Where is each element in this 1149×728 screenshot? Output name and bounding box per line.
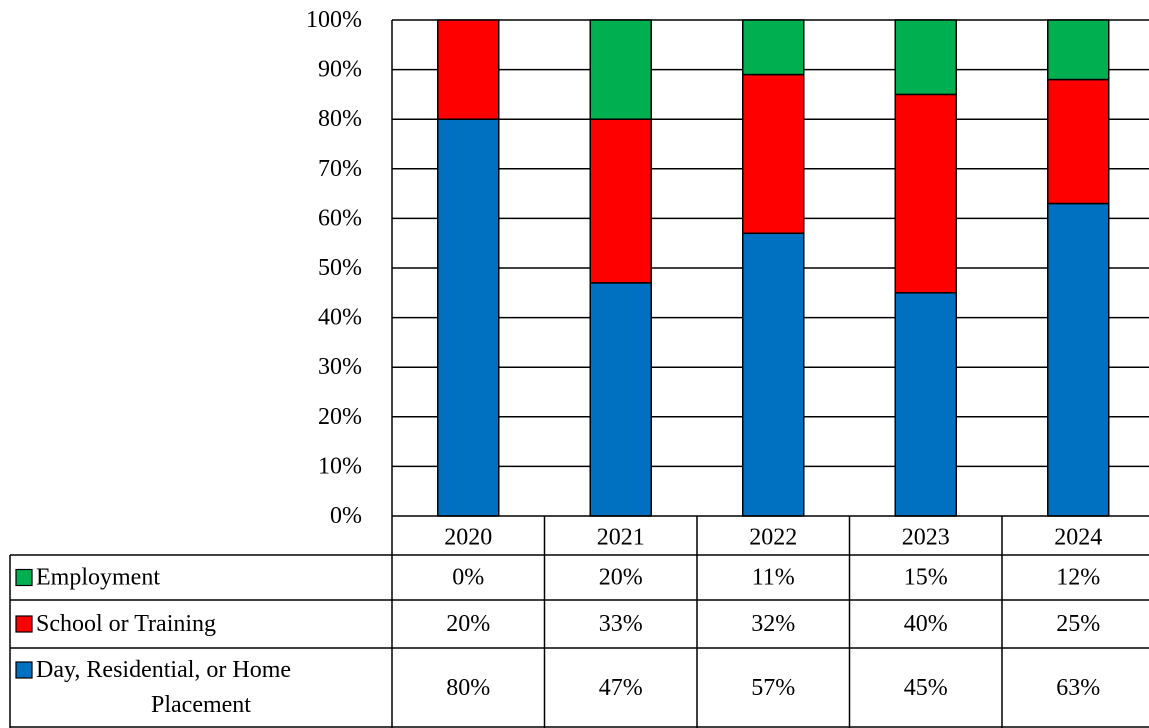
category-label: 2021	[597, 525, 645, 551]
legend-key	[15, 615, 33, 633]
bar-segment	[894, 19, 957, 96]
y-tick-label: 50%	[318, 255, 362, 281]
data-label: 57%	[751, 675, 795, 701]
data-label: 20%	[446, 611, 490, 637]
y-tick-label: 60%	[318, 205, 362, 231]
data-label: 40%	[904, 611, 948, 637]
bar-segment	[1047, 78, 1110, 205]
bar-segment	[742, 232, 805, 517]
category-label: 2024	[1054, 525, 1102, 551]
bar-segment	[742, 73, 805, 235]
data-label: 80%	[446, 675, 490, 701]
data-label: 20%	[599, 565, 643, 591]
data-label: 32%	[751, 611, 795, 637]
table-row: Employment 0% 20% 11% 15% 12%	[15, 565, 1100, 591]
data-table-category-labels: 2020 2021 2022 2023 2024	[444, 525, 1102, 551]
bar-segment	[742, 19, 805, 76]
data-label: 33%	[599, 611, 643, 637]
bar-segment	[589, 118, 652, 284]
bar-segment	[1047, 202, 1110, 517]
bar-segment	[589, 19, 652, 120]
y-tick-label: 10%	[318, 453, 362, 479]
y-tick-label: 40%	[318, 305, 362, 331]
category-label: 2022	[749, 525, 797, 551]
y-tick-label: 70%	[318, 156, 362, 182]
row-label: Day, Residential, or Home	[36, 657, 291, 683]
bar-segment	[589, 282, 652, 517]
bar-segment	[437, 19, 500, 120]
y-axis-tick-labels: 0% 10% 20% 30% 40% 50% 60% 70% 80% 90% 100%	[306, 7, 362, 529]
data-label: 45%	[904, 675, 948, 701]
y-tick-label: 90%	[318, 57, 362, 83]
y-tick-label: 80%	[318, 106, 362, 132]
data-label: 25%	[1056, 611, 1100, 637]
data-label: 15%	[904, 565, 948, 591]
y-tick-label: 0%	[330, 503, 362, 529]
y-tick-label: 100%	[306, 7, 362, 33]
bar-segment	[1047, 19, 1110, 81]
data-label: 0%	[452, 565, 484, 591]
bar-segment	[894, 292, 957, 517]
data-label: 63%	[1056, 675, 1100, 701]
data-table-borders	[9, 515, 1149, 728]
bar-segment	[894, 93, 957, 294]
legend-key	[15, 661, 33, 679]
legend-key	[15, 568, 33, 587]
y-tick-label: 20%	[318, 404, 362, 430]
data-label: 47%	[599, 675, 643, 701]
category-label: 2020	[444, 525, 492, 551]
y-tick-label: 30%	[318, 354, 362, 380]
category-label: 2023	[902, 525, 950, 551]
table-row: Day, Residential, or Home Placement 80% 47%…	[15, 657, 1100, 718]
bars	[437, 19, 1110, 517]
data-table-rows: Employment 0% 20% 11% 15% 12% School or Traini…	[15, 565, 1100, 718]
row-label: Placement	[151, 692, 251, 718]
data-label: 12%	[1056, 565, 1100, 591]
table-row: School or Training 20% 33% 32% 40% 25%	[15, 611, 1100, 637]
row-label: Employment	[36, 565, 160, 591]
row-label: School or Training	[36, 611, 216, 637]
bar-segment	[437, 118, 500, 517]
data-label: 11%	[752, 565, 795, 591]
